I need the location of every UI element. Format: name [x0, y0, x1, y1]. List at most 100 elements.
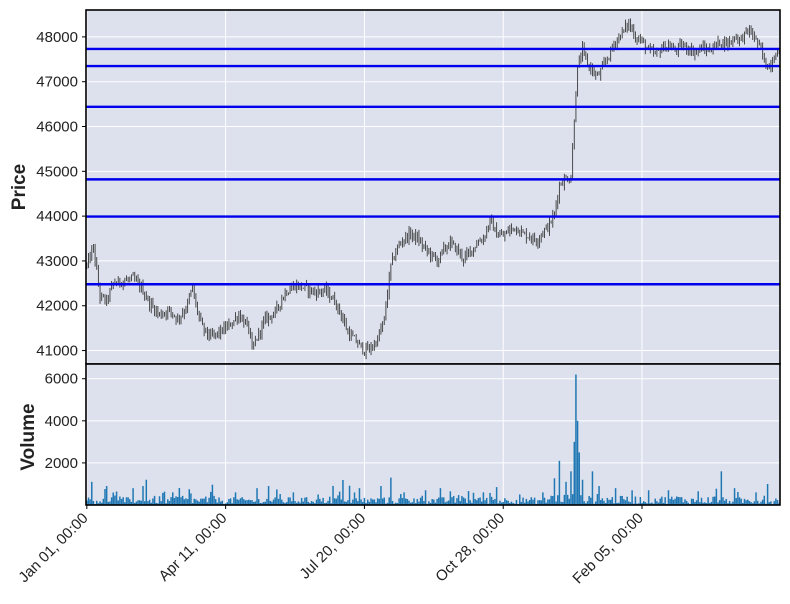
volume-bar	[271, 501, 273, 505]
volume-bar	[107, 501, 110, 505]
price-panel-background	[86, 10, 780, 364]
volume-bar	[267, 486, 270, 505]
volume-bar	[188, 489, 191, 505]
volume-bar	[629, 502, 632, 505]
volume-bar	[735, 498, 737, 505]
volume-bar	[552, 496, 554, 505]
volume-bar	[109, 501, 111, 505]
volume-bar	[176, 497, 179, 505]
volume-bar	[547, 499, 549, 505]
volume-bar	[198, 501, 200, 505]
volume-bar	[667, 490, 670, 505]
price-series	[86, 18, 780, 360]
volume-bar	[651, 502, 653, 505]
volume-bar	[205, 496, 207, 505]
volume-bar	[649, 503, 652, 505]
volume-bar	[623, 499, 625, 505]
volume-bar	[748, 501, 751, 505]
volume-bars	[86, 374, 780, 505]
volume-bar	[576, 420, 579, 505]
volume-bar	[469, 500, 471, 505]
volume-bar	[91, 481, 93, 505]
volume-bar	[104, 489, 106, 505]
volume-bar	[694, 501, 696, 505]
volume-bar	[252, 502, 255, 505]
volume-bar	[682, 502, 685, 505]
volume-bar	[100, 502, 103, 505]
volume-bar	[441, 497, 443, 505]
volume-bar	[279, 494, 281, 505]
volume-bar	[428, 501, 430, 505]
volume-bar	[277, 498, 280, 505]
volume-bar	[295, 502, 298, 505]
volume-bar	[728, 500, 731, 505]
volume-bar	[226, 502, 229, 505]
volume-bar	[566, 494, 569, 505]
volume-bar	[376, 498, 379, 505]
volume-axis-title: Volume	[18, 403, 39, 470]
volume-bar	[391, 500, 394, 505]
volume-bar	[583, 501, 585, 505]
volume-bar	[282, 502, 285, 505]
volume-bar	[555, 501, 557, 505]
volume-bar	[373, 499, 376, 505]
volume-bar	[479, 497, 481, 505]
volume-bar	[770, 501, 772, 505]
price-tick-label: 45000	[36, 163, 78, 180]
volume-bar	[756, 500, 759, 505]
volume-bar	[180, 497, 182, 505]
volume-bar	[530, 497, 533, 505]
volume-bar	[761, 499, 764, 505]
volume-bar	[388, 497, 390, 505]
price-tick-label: 44000	[36, 208, 78, 225]
volume-bar	[471, 502, 473, 505]
volume-bar	[292, 492, 295, 505]
x-tick-label: Feb 05, 00:00	[569, 510, 646, 587]
volume-bar	[456, 498, 458, 505]
volume-bar	[523, 502, 526, 505]
volume-bar	[175, 496, 177, 505]
volume-bar	[196, 500, 199, 505]
volume-bar	[500, 502, 503, 505]
volume-bar	[452, 496, 455, 505]
volume-bar	[185, 498, 187, 505]
volume-bar	[348, 485, 351, 505]
volume-bar	[558, 460, 561, 505]
volume-bar	[520, 501, 523, 505]
volume-bar	[87, 497, 90, 505]
volume-bar	[699, 502, 701, 505]
volume-bar	[337, 495, 339, 505]
volume-bar	[604, 503, 607, 505]
volume-bar	[132, 488, 134, 505]
volume-bar	[474, 499, 476, 505]
volume-bar	[150, 502, 153, 505]
volume-bar	[143, 501, 146, 505]
volume-bar	[229, 498, 232, 505]
volume-bar	[200, 498, 202, 505]
volume-bar	[704, 502, 706, 505]
volume-bar	[740, 498, 742, 505]
volume-bar	[641, 502, 643, 505]
volume-bar	[451, 497, 453, 505]
volume-bar	[561, 502, 564, 505]
volume-bar	[657, 502, 660, 505]
volume-bar	[519, 494, 521, 505]
volume-bar	[137, 500, 139, 505]
volume-bar	[631, 490, 633, 505]
volume-bar	[743, 498, 746, 505]
volume-bar	[153, 495, 156, 505]
volume-bar	[585, 503, 587, 505]
horizontal-lines	[86, 47, 780, 286]
volume-bar	[692, 498, 694, 505]
volume-bar	[201, 498, 204, 505]
volume-bar	[725, 498, 728, 505]
volume-bar	[264, 501, 267, 505]
volume-bar	[510, 501, 513, 505]
volume-bar	[659, 498, 661, 505]
volume-bar	[481, 501, 483, 505]
volume-bar	[675, 496, 678, 505]
volume-tick-label: 6000	[45, 371, 78, 388]
volume-bar	[446, 501, 448, 505]
volume-bar	[439, 488, 442, 505]
